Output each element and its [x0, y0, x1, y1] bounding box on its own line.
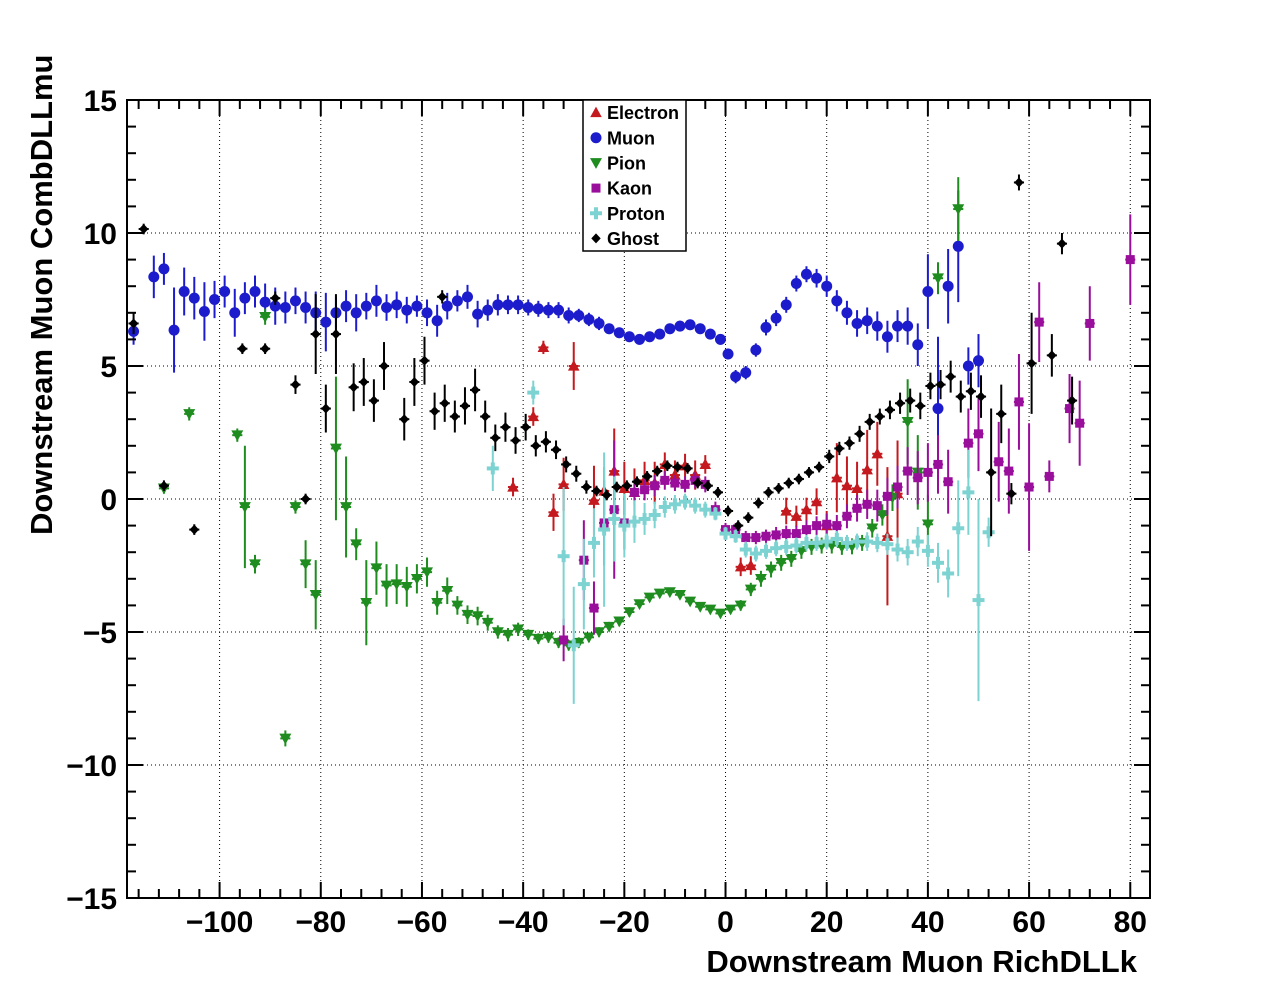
axis-ticks — [127, 100, 1150, 898]
x-tick-label: 40 — [911, 906, 944, 939]
legend-label: Muon — [607, 128, 655, 148]
legend-label: Proton — [607, 204, 665, 224]
legend-item-ghost: Ghost — [591, 229, 659, 249]
ghost-marker-icon — [591, 233, 601, 244]
muon-marker-icon — [590, 132, 602, 144]
series-muon — [128, 190, 984, 481]
legend-label: Kaon — [607, 179, 652, 199]
legend-box — [582, 99, 687, 252]
y-tick-label: 0 — [100, 484, 117, 517]
x-axis-title: Downstream Muon RichDLLk — [706, 944, 1137, 979]
x-tick-label: 20 — [810, 906, 843, 939]
data-series — [128, 174, 1136, 747]
series-ghost — [128, 174, 1078, 537]
x-tick-label: 80 — [1114, 906, 1147, 939]
proton-marker-icon — [590, 207, 602, 220]
x-tick-label: −80 — [295, 906, 346, 939]
legend-item-pion: Pion — [590, 153, 646, 173]
pion-marker-icon — [590, 158, 602, 169]
legend-item-muon: Muon — [590, 128, 655, 148]
electron-marker-icon — [590, 106, 602, 118]
legend-label: Pion — [607, 153, 646, 173]
x-tick-label: 60 — [1012, 906, 1045, 939]
legend-label: Ghost — [607, 229, 659, 249]
series-proton — [486, 380, 995, 704]
legend-item-kaon: Kaon — [591, 179, 652, 199]
x-tick-label: −60 — [397, 906, 448, 939]
tick-labels: −100 −80 −60 −40 −20 0 20 40 60 80 −15 −10 −5 0 5 10 15 — [66, 85, 1147, 939]
x-tick-label: −20 — [599, 906, 650, 939]
legend-label: Electron — [607, 103, 679, 123]
x-tick-label: −100 — [186, 906, 254, 939]
y-tick-label: −15 — [66, 883, 117, 916]
y-axis-title: Downstream Muon CombDLLmu — [24, 55, 59, 536]
x-tick-label: 0 — [717, 906, 734, 939]
y-tick-label: 5 — [100, 351, 117, 384]
kaon-marker-icon — [591, 183, 601, 193]
legend-item-proton: Proton — [590, 204, 665, 224]
x-tick-label: −40 — [498, 906, 549, 939]
legend: Electron Muon Pion Kaon Proton Ghost — [582, 99, 687, 252]
y-tick-label: −5 — [83, 617, 117, 650]
y-tick-label: 15 — [84, 85, 117, 118]
legend-item-electron: Electron — [590, 103, 679, 123]
y-tick-label: 10 — [84, 218, 117, 251]
y-tick-label: −10 — [66, 750, 117, 783]
